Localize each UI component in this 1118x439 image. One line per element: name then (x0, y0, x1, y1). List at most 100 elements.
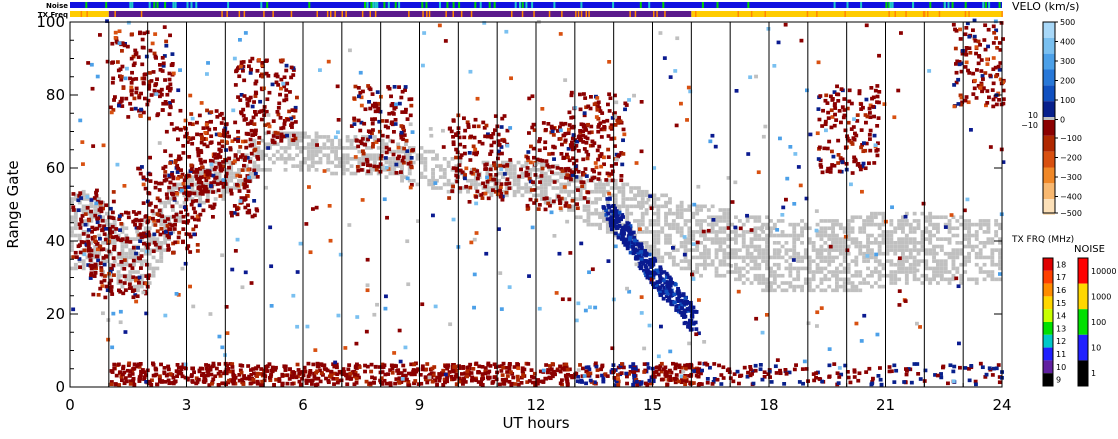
velocity-cell (546, 370, 550, 375)
ground-scatter-cell (803, 255, 808, 260)
velocity-cell (505, 128, 510, 133)
velocity-cell (147, 83, 152, 88)
ground-scatter-cell (796, 222, 801, 227)
velocity-cell (505, 177, 510, 182)
ground-scatter-cell (734, 241, 738, 245)
ground-scatter-cell (104, 259, 109, 263)
ground-scatter-cell (854, 259, 859, 263)
velocity-cell (254, 79, 259, 84)
ground-scatter-cell (730, 222, 735, 227)
ground-scatter-cell (703, 266, 707, 271)
ground-scatter-cell (322, 135, 327, 139)
ground-scatter-cell (209, 168, 214, 172)
ground-scatter-cell (753, 262, 758, 267)
ground-scatter-cell (668, 251, 672, 256)
velocity-cell (538, 137, 542, 141)
velocity-cell (167, 222, 172, 227)
velocity-cell (186, 173, 191, 178)
velocity-cell (424, 367, 428, 372)
ground-scatter-cell (924, 230, 929, 234)
velocity-cell (370, 131, 374, 136)
ground-scatter-cell (687, 259, 692, 263)
velocity-cell (667, 296, 672, 300)
velocity-cell (581, 180, 586, 185)
velocity-cell (590, 168, 595, 172)
velocity-cell (111, 76, 116, 81)
ground-scatter-cell (877, 284, 882, 289)
velocity-cell (668, 289, 673, 293)
ground-scatter-cell (652, 222, 657, 227)
velocity-cell (160, 69, 165, 73)
ground-scatter-cell (664, 211, 668, 216)
ground-scatter-cell (594, 182, 599, 187)
velocity-cell (112, 98, 116, 102)
velocity-cell (382, 363, 387, 368)
ground-scatter-cell (306, 142, 311, 147)
ground-scatter-cell (605, 222, 610, 227)
ground-scatter-cell (718, 241, 723, 245)
ground-scatter-cell (136, 288, 140, 293)
velocity-cell (95, 254, 100, 259)
velocity-cell (598, 154, 603, 159)
velocity-cell (845, 136, 850, 141)
ground-scatter-cell (101, 259, 105, 263)
velocity-cell (595, 108, 600, 112)
velocity-cell (628, 237, 632, 242)
velocity-cell (129, 81, 134, 85)
ground-scatter-cell (951, 226, 956, 231)
ground-scatter-cell (656, 237, 661, 241)
velocity-cell (218, 164, 223, 168)
velocity-cell (347, 363, 352, 367)
velocity-cell (120, 237, 125, 241)
velocity-cell (110, 224, 115, 229)
ground-scatter-cell (629, 204, 634, 209)
ground-scatter-cell (407, 171, 412, 176)
velocity-cell (537, 148, 542, 153)
velocity-cell (525, 155, 530, 160)
velocity-cell (284, 68, 289, 73)
velocity-cell (365, 364, 370, 369)
ground-scatter-cell (539, 189, 544, 194)
ground-scatter-cell (423, 160, 428, 165)
velocity-cell (290, 108, 295, 112)
ground-scatter-cell (369, 168, 373, 172)
velocity-cell (682, 308, 687, 313)
ground-scatter-cell (120, 241, 125, 245)
velocity-cell (594, 101, 599, 106)
velocity-cell (352, 122, 357, 126)
velocity-cell (194, 224, 198, 229)
ground-scatter-cell (70, 215, 74, 220)
velocity-cell (403, 110, 408, 114)
velocity-cell (289, 75, 294, 80)
velocity-cell (89, 209, 93, 214)
ground-scatter-cell (757, 251, 762, 256)
velocity-cell (567, 204, 571, 208)
ground-scatter-cell (93, 204, 98, 209)
velocity-cell (129, 107, 134, 111)
ground-scatter-cell (838, 251, 843, 256)
ground-scatter-cell (815, 251, 820, 256)
ground-scatter-cell (687, 266, 692, 271)
ground-scatter-cell (345, 153, 350, 158)
velocity-cell (240, 168, 245, 172)
velocity-cell (498, 194, 503, 199)
ground-scatter-cell (547, 178, 552, 183)
ground-scatter-cell (726, 255, 731, 260)
velocity-cell (1001, 97, 1006, 101)
ground-scatter-cell (932, 215, 936, 220)
ground-scatter-cell (846, 226, 851, 231)
velocity-cell (968, 51, 973, 55)
ground-scatter-cell (609, 193, 614, 198)
ground-scatter-cell (807, 284, 812, 289)
velocity-cell (260, 74, 265, 79)
ground-scatter-cell (609, 230, 614, 234)
ground-scatter-cell (248, 157, 253, 161)
ground-scatter-cell (656, 211, 661, 216)
ground-scatter-cell (139, 277, 144, 282)
velocity-cell (127, 286, 132, 290)
ground-scatter-cell (963, 222, 968, 227)
ground-scatter-cell (811, 270, 816, 274)
velocity-cell (833, 112, 837, 117)
ground-scatter-cell (450, 182, 455, 187)
